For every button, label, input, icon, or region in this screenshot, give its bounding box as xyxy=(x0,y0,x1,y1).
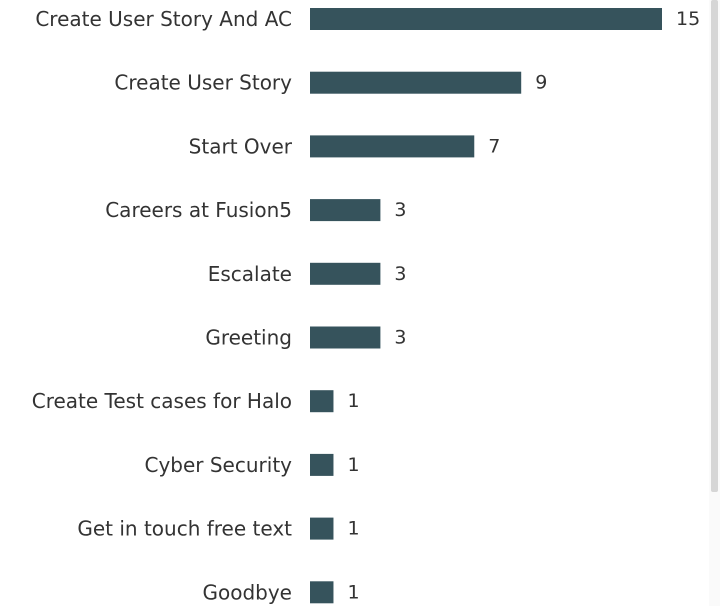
bar[interactable] xyxy=(310,517,334,540)
data-label: 3 xyxy=(394,327,406,349)
bar[interactable] xyxy=(310,8,662,30)
data-label: 1 xyxy=(347,581,359,603)
bar-row: Create Test cases for Halo 1 xyxy=(32,389,360,413)
data-label: 15 xyxy=(676,8,700,30)
bar[interactable] xyxy=(310,199,381,222)
bar-row: Greeting 3 xyxy=(205,326,406,350)
category-label: Escalate xyxy=(208,262,292,286)
bar[interactable] xyxy=(310,326,381,349)
bar[interactable] xyxy=(310,135,475,158)
bar-row: Cyber Security 1 xyxy=(144,453,359,477)
bar[interactable] xyxy=(310,390,334,413)
data-label: 3 xyxy=(394,199,406,221)
category-label: Goodbye xyxy=(202,580,292,604)
data-label: 1 xyxy=(347,454,359,476)
category-label: Greeting xyxy=(205,326,292,350)
bar[interactable] xyxy=(310,262,381,285)
category-label: Get in touch free text xyxy=(77,517,292,541)
scrollbar-thumb[interactable] xyxy=(711,0,718,492)
category-label: Create Test cases for Halo xyxy=(32,389,292,413)
bar[interactable] xyxy=(310,71,522,94)
bar[interactable] xyxy=(310,453,334,476)
bar-row: Goodbye 1 xyxy=(202,580,359,604)
data-label: 3 xyxy=(394,263,406,285)
bar-row: Careers at Fusion5 3 xyxy=(105,198,406,222)
bar-row: Get in touch free text 1 xyxy=(77,517,359,541)
data-label: 9 xyxy=(535,72,547,94)
category-label: Careers at Fusion5 xyxy=(105,198,292,222)
category-label: Start Over xyxy=(189,134,293,158)
category-label: Create User Story And AC xyxy=(35,7,292,31)
bar-row: Create User Story And AC 15 xyxy=(35,7,700,31)
data-label: 7 xyxy=(488,135,500,157)
bar[interactable] xyxy=(310,581,334,604)
category-label: Cyber Security xyxy=(144,453,292,477)
category-label: Create User Story xyxy=(114,71,292,95)
bar-row: Start Over 7 xyxy=(189,134,501,158)
bar-row: Escalate 3 xyxy=(208,262,407,286)
bar-row: Create User Story 9 xyxy=(114,71,547,95)
data-label: 1 xyxy=(347,390,359,412)
data-label: 1 xyxy=(347,518,359,540)
